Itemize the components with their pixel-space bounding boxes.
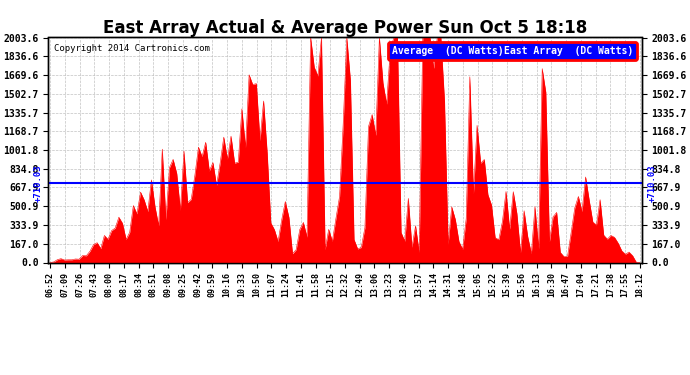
Text: Copyright 2014 Cartronics.com: Copyright 2014 Cartronics.com xyxy=(55,44,210,53)
Text: +710.03: +710.03 xyxy=(647,164,656,202)
Legend: Average  (DC Watts), East Array  (DC Watts): Average (DC Watts), East Array (DC Watts… xyxy=(388,42,637,60)
Title: East Array Actual & Average Power Sun Oct 5 18:18: East Array Actual & Average Power Sun Oc… xyxy=(103,20,587,38)
Text: +710.03: +710.03 xyxy=(34,164,43,202)
